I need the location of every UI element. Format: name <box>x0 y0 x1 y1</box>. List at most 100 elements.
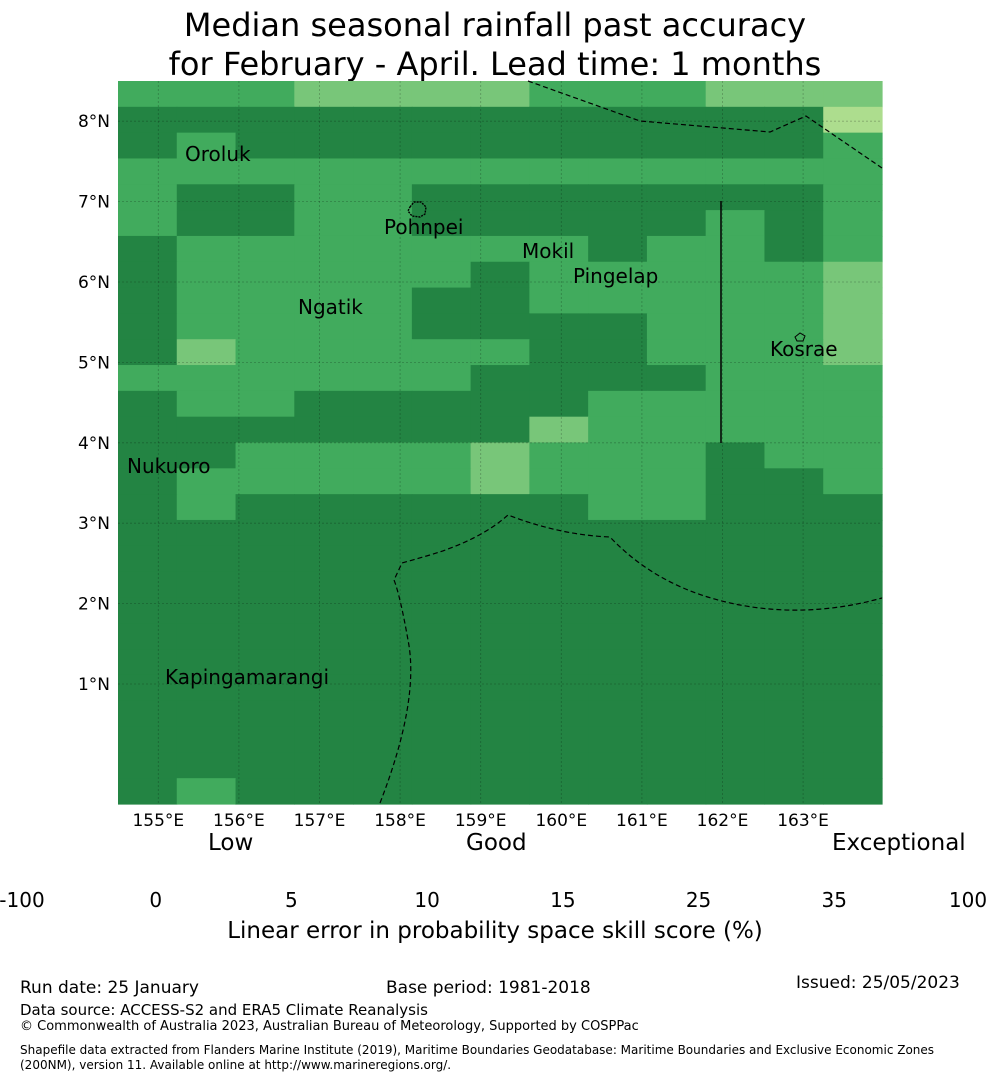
grid-cell <box>470 287 530 314</box>
latitude-label: 3°N <box>78 514 110 534</box>
grid-cell <box>588 700 648 728</box>
place-label-oroluk: Oroluk <box>185 142 251 166</box>
grid-cell <box>235 390 295 418</box>
longitude-label: 155°E <box>132 811 184 831</box>
rainfall-skill-map: 8°N 7°N 6°N 5°N 4°N 3°N 2°N 1°N 155°E 156°E 157°E… <box>78 80 883 831</box>
grid-cell <box>470 468 530 495</box>
grid-cell <box>588 158 648 185</box>
grid-cell <box>823 365 883 392</box>
grid-cell <box>764 390 824 418</box>
grid-cell <box>588 494 648 521</box>
grid-cell <box>470 442 530 469</box>
grid-cell <box>235 365 295 392</box>
grid-cell <box>235 313 295 340</box>
grid-cell <box>235 287 295 314</box>
grid-cell <box>529 752 589 779</box>
grid-cell <box>235 184 295 211</box>
grid-cell <box>764 752 824 779</box>
grid-cell <box>294 106 354 134</box>
grid-cell <box>176 597 237 624</box>
grid-cell <box>588 365 648 392</box>
grid-cell <box>353 158 413 185</box>
grid-cell <box>235 571 295 599</box>
grid-cell <box>411 494 472 521</box>
grid-cell <box>411 313 472 340</box>
grid-cell <box>235 158 295 185</box>
grid-cell <box>118 778 178 805</box>
map-title: Median seasonal rainfall past accuracy f… <box>0 6 990 84</box>
grid-cell <box>118 700 178 728</box>
grid-cell <box>705 752 766 779</box>
grid-cell <box>353 752 413 779</box>
base-period: Base period: 1981-2018 <box>386 978 591 998</box>
grid-cell <box>705 235 766 263</box>
grid-cell <box>529 571 589 599</box>
grid-cell <box>353 623 413 650</box>
grid-cell <box>529 339 589 366</box>
grid-cell <box>529 184 589 211</box>
grid-cell <box>176 132 237 160</box>
grid-cell <box>588 339 648 366</box>
grid-cell <box>353 287 413 314</box>
grid-cell <box>118 210 178 237</box>
colorbar-tick-label: 5 <box>285 888 298 912</box>
grid-cell <box>764 365 824 392</box>
grid-cell <box>646 416 707 444</box>
grid-cell <box>529 700 589 728</box>
grid-cell <box>823 442 883 469</box>
grid-cell <box>823 210 883 237</box>
grid-cell <box>764 494 824 521</box>
grid-cell <box>235 700 295 728</box>
grid-cell <box>529 210 589 237</box>
grid-cell <box>823 752 883 779</box>
grid-cell <box>588 752 648 779</box>
run-date: Run date: 25 January <box>20 978 199 998</box>
grid-cell <box>353 184 413 211</box>
graticule <box>118 81 882 804</box>
grid-cell <box>411 571 472 599</box>
grid-cell <box>235 210 295 237</box>
colorbar-tick-label: -100 <box>0 888 45 912</box>
grid-cell <box>294 184 354 211</box>
grid-cell <box>764 623 824 650</box>
grid-cell <box>529 726 589 753</box>
grid-cell <box>764 235 824 263</box>
grid-cell <box>470 752 530 779</box>
grid-cell <box>646 597 707 624</box>
latitude-label: 7°N <box>78 193 110 213</box>
grid-cell <box>646 390 707 418</box>
longitude-labels: 155°E 156°E 157°E 158°E 159°E 160°E 161°E 162°E… <box>132 811 829 831</box>
grid-cell <box>588 597 648 624</box>
grid-cell <box>823 339 883 366</box>
longitude-label: 161°E <box>616 811 668 831</box>
grid-cell <box>470 390 530 418</box>
grid-cell <box>529 261 589 289</box>
grid-cell <box>353 674 413 702</box>
grid-cell <box>411 339 472 366</box>
grid-cell <box>764 674 824 702</box>
grid-cell <box>294 158 354 185</box>
grid-cell <box>353 571 413 599</box>
grid-cell <box>411 365 472 392</box>
grid-cell <box>235 649 295 676</box>
grid-cell <box>294 416 354 444</box>
grid-cell <box>411 468 472 495</box>
grid-cell <box>118 365 178 392</box>
grid-cell <box>764 571 824 599</box>
grid-cell <box>294 674 354 702</box>
grid-cell <box>470 597 530 624</box>
colorbar-tick-label: 25 <box>685 888 712 912</box>
skill-grid-cells <box>118 81 883 805</box>
grid-cell <box>411 158 472 185</box>
grid-cell <box>353 519 413 547</box>
grid-cell <box>529 623 589 650</box>
grid-cell <box>235 623 295 650</box>
grid-cell <box>294 468 354 495</box>
grid-cell <box>764 468 824 495</box>
grid-cell <box>764 210 824 237</box>
grid-cell <box>294 726 354 753</box>
grid-cell <box>235 674 295 702</box>
grid-cell <box>294 752 354 779</box>
grid-cell <box>353 365 413 392</box>
